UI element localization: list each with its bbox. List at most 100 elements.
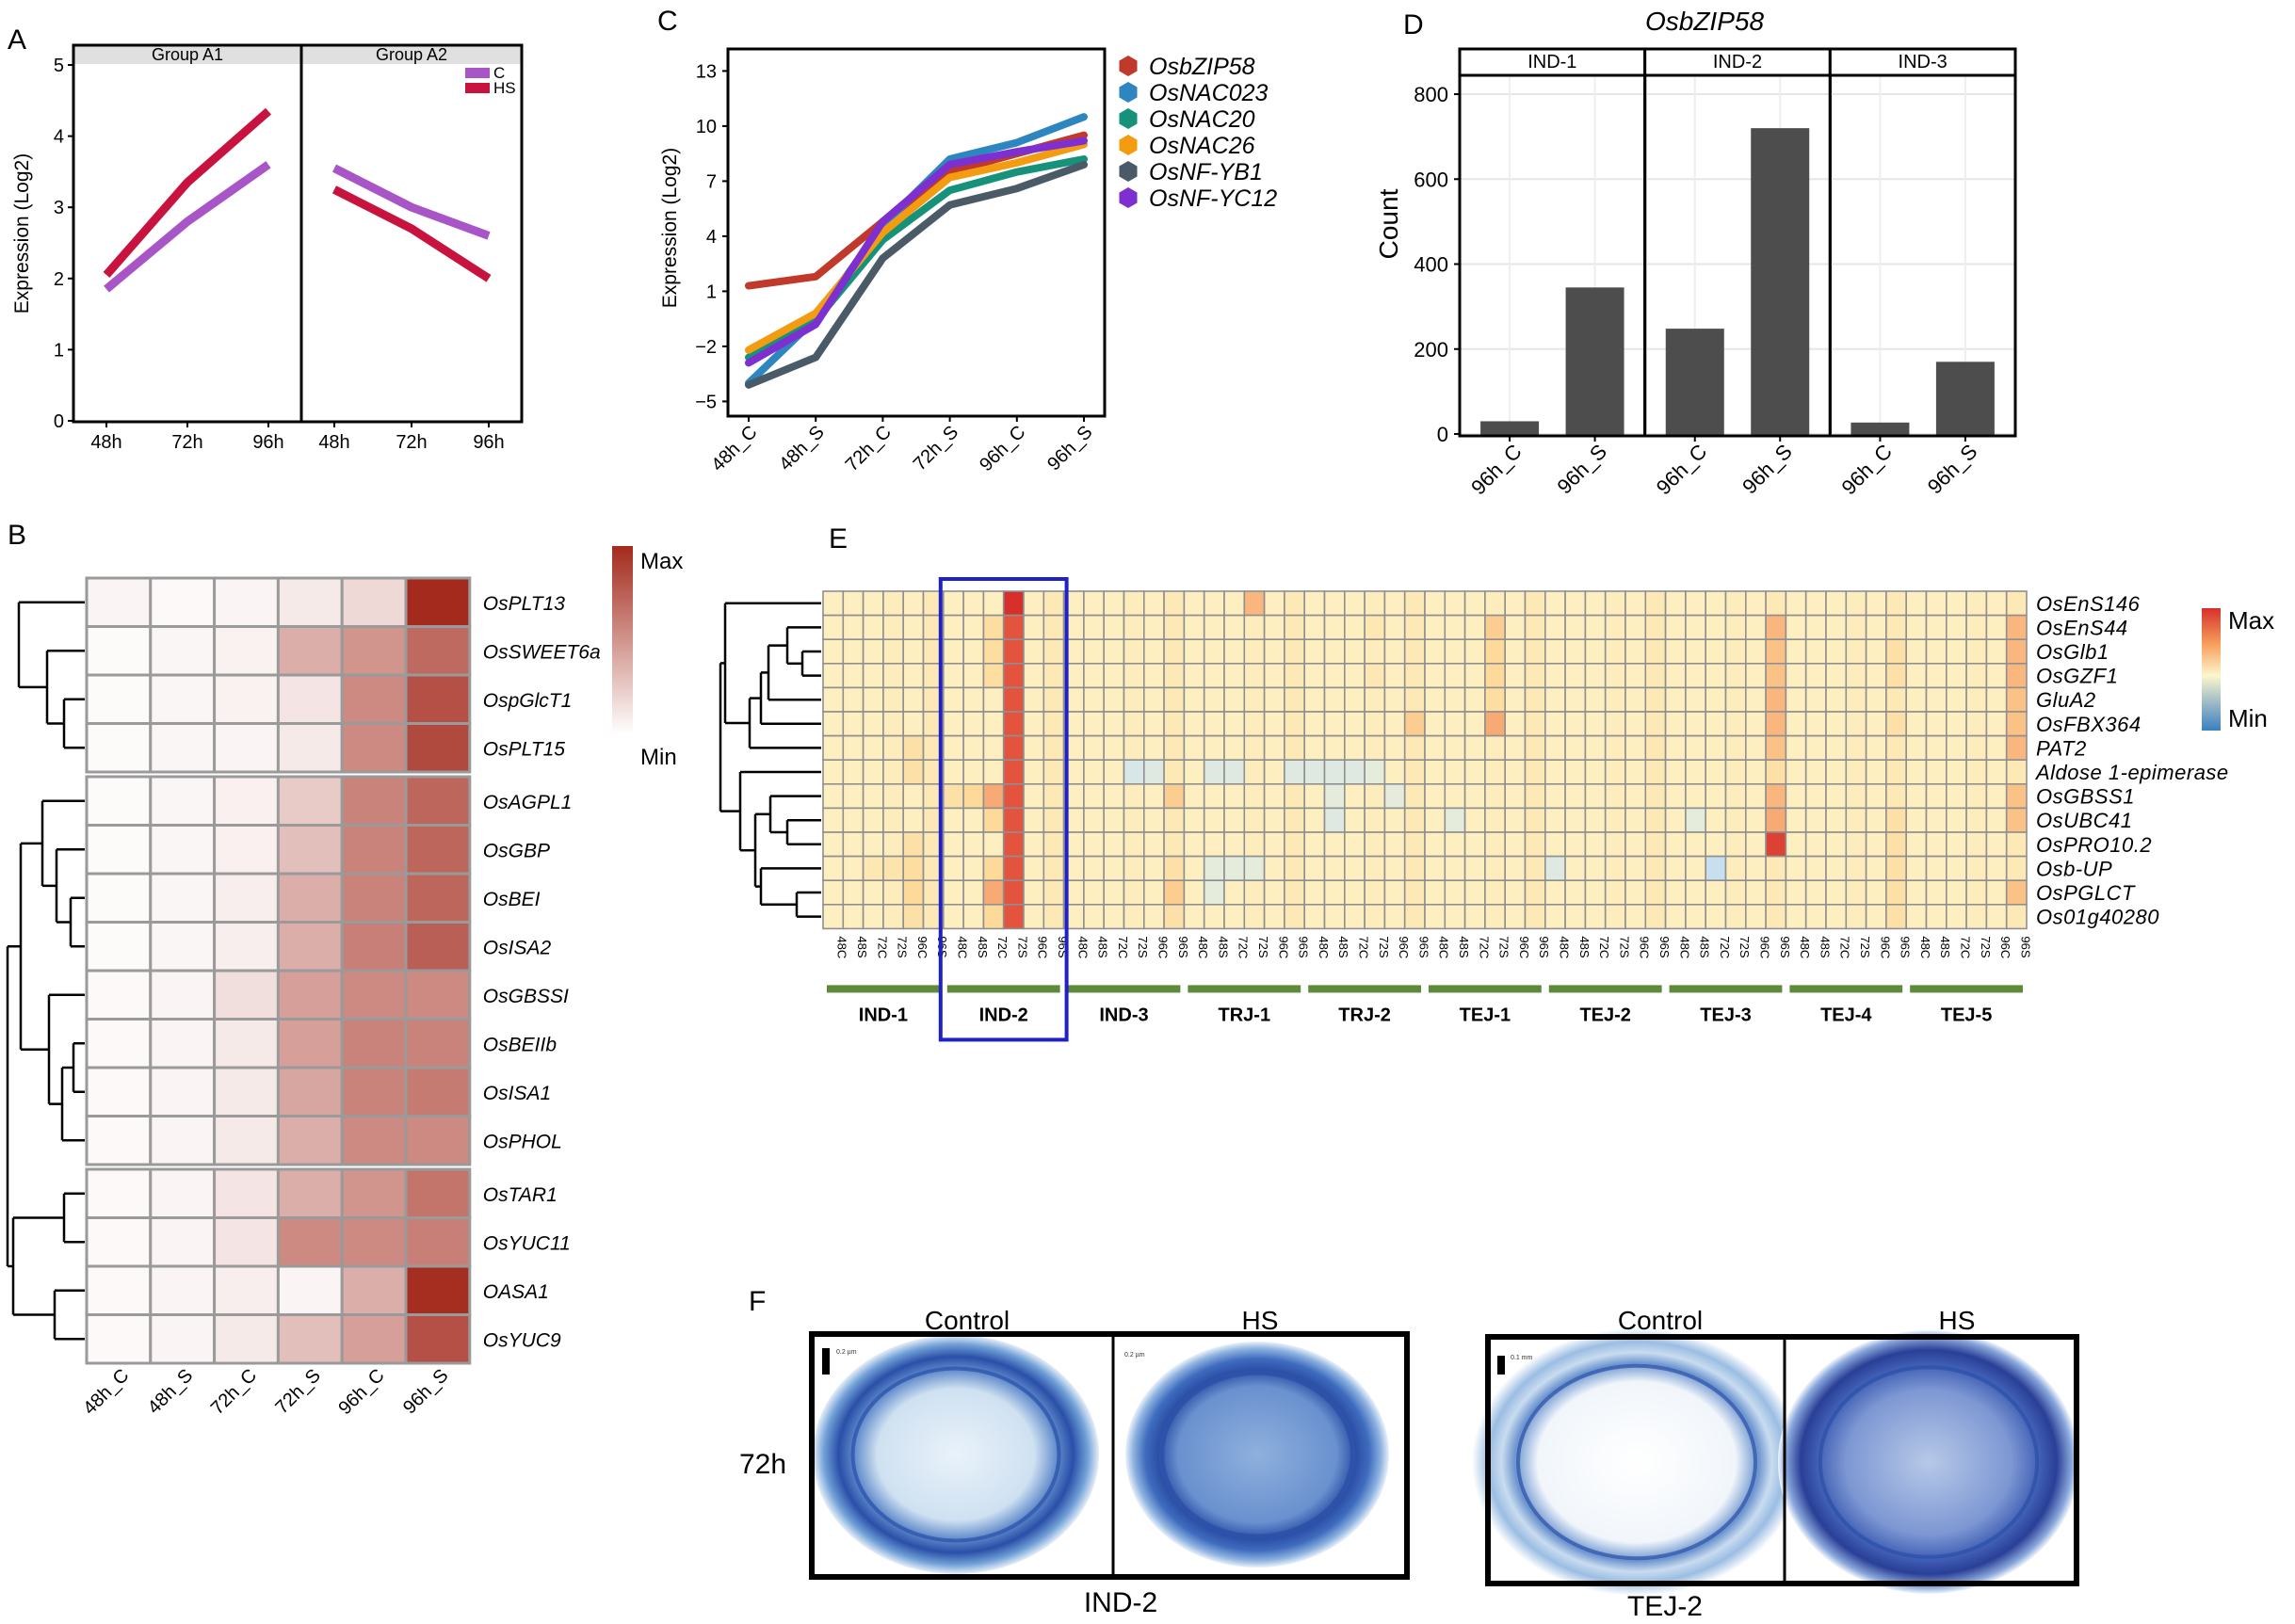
row-label: OsEnS44 xyxy=(2036,616,2128,639)
variety-bar xyxy=(1910,985,2023,993)
heatmap-cell xyxy=(1183,831,1205,858)
heatmap-cell xyxy=(842,855,865,881)
heatmap-cell xyxy=(1724,734,1747,761)
heatmap-cell xyxy=(1323,782,1346,810)
heatmap-cell xyxy=(1925,807,1948,833)
heatmap-cell xyxy=(1745,759,1767,785)
heatmap-cell xyxy=(1303,831,1326,858)
y-tick-label: 5 xyxy=(54,56,64,76)
heatmap-cell xyxy=(1002,662,1025,689)
heatmap-cell xyxy=(1825,614,1848,640)
heatmap-cell xyxy=(149,969,217,1021)
heatmap-cell xyxy=(340,969,408,1021)
heatmap-cell xyxy=(1484,807,1507,833)
heatmap-cell xyxy=(962,759,985,785)
heatmap-cell xyxy=(1344,662,1366,689)
heatmap-cell xyxy=(1685,855,1707,881)
heatmap-cell xyxy=(1223,590,1246,617)
heatmap-cell xyxy=(822,662,845,689)
heatmap-cell xyxy=(1804,807,1827,833)
heatmap-cell xyxy=(1123,614,1145,640)
heatmap-cell xyxy=(1804,855,1827,881)
heatmap-cell xyxy=(213,625,280,677)
variety-label: IND-2 xyxy=(979,1005,1028,1025)
heatmap-cell xyxy=(1344,734,1366,761)
heatmap-cell xyxy=(2005,686,2028,713)
heatmap-cell xyxy=(1444,855,1466,881)
heatmap-cell xyxy=(1765,879,1787,906)
heatmap-cell xyxy=(1524,782,1546,810)
heatmap-cell xyxy=(982,759,1005,785)
heatmap-cell xyxy=(1965,855,1988,881)
heatmap-cell xyxy=(1123,686,1145,713)
heatmap-cell xyxy=(1303,662,1326,689)
heatmap-cell xyxy=(1143,831,1165,858)
heatmap-cell xyxy=(1284,759,1306,785)
heatmap-cell xyxy=(902,638,925,665)
heatmap-cell xyxy=(1243,831,1266,858)
heatmap-cell xyxy=(1303,782,1326,810)
heatmap-cell xyxy=(276,775,344,827)
heatmap-cell xyxy=(149,673,217,725)
heatmap-cell xyxy=(1504,807,1527,833)
heatmap-cell xyxy=(942,759,964,785)
heatmap-cell xyxy=(1083,782,1106,810)
heatmap-cell xyxy=(1865,711,1887,737)
heatmap-cell xyxy=(1504,638,1527,665)
column-label: 72C xyxy=(1597,936,1611,958)
heatmap-cell xyxy=(1403,879,1426,906)
heatmap-cell xyxy=(1424,807,1446,833)
heatmap-cell xyxy=(1103,855,1125,881)
heatmap-cell xyxy=(1765,638,1787,665)
heatmap-cell xyxy=(85,722,153,774)
panel-label-e: E xyxy=(829,523,848,555)
column-label: 96C xyxy=(1757,936,1771,958)
heatmap-cell xyxy=(1364,662,1386,689)
heatmap-cell xyxy=(862,782,884,810)
heatmap-cell xyxy=(1544,759,1566,785)
heatmap-cell xyxy=(1323,614,1346,640)
column-label: 48C xyxy=(1196,936,1210,958)
heatmap-cell xyxy=(1223,807,1246,833)
heatmap-cell xyxy=(276,1167,344,1219)
row-label: Osb-UP xyxy=(2036,857,2112,880)
column-label: 48C xyxy=(1437,936,1451,958)
heatmap-cell xyxy=(1103,807,1125,833)
heatmap-cell xyxy=(404,722,472,774)
heatmap-cell xyxy=(276,722,344,774)
heatmap-cell xyxy=(213,1066,280,1118)
y-tick-label: 1 xyxy=(54,340,64,361)
heatmap-cell xyxy=(2005,831,2028,858)
heatmap-cell xyxy=(1804,614,1827,640)
heatmap-cell xyxy=(1424,903,1446,930)
heatmap-cell xyxy=(1845,638,1867,665)
column-label: 48C xyxy=(1677,936,1691,958)
heatmap-cell xyxy=(1825,590,1848,617)
heatmap-cell xyxy=(1303,686,1326,713)
heatmap-cell xyxy=(85,1115,153,1166)
heatmap-cell xyxy=(2005,903,2028,930)
heatmap-cell xyxy=(1344,903,1366,930)
column-label: 48C xyxy=(1075,936,1090,958)
column-label: 72C xyxy=(1116,936,1130,958)
heatmap-cell xyxy=(1183,711,1205,737)
x-tick-label: 96h xyxy=(473,432,504,453)
highlight-box xyxy=(938,577,1069,1042)
y-tick-label: 4 xyxy=(54,127,64,148)
heatmap-cell xyxy=(149,775,217,827)
heatmap-cell xyxy=(1463,759,1486,785)
heatmap-cell xyxy=(1042,590,1065,617)
heatmap-cell xyxy=(1685,662,1707,689)
heatmap-cell xyxy=(902,734,925,761)
y-tick-label: 600 xyxy=(1414,168,1448,191)
heatmap-cell xyxy=(942,807,964,833)
heatmap-cell xyxy=(1745,590,1767,617)
heatmap-cell xyxy=(1624,638,1647,665)
heatmap-cell xyxy=(1985,879,2008,906)
heatmap-cell xyxy=(1724,711,1747,737)
heatmap-cell xyxy=(1143,711,1165,737)
heatmap-cell xyxy=(1383,638,1406,665)
heatmap-cell xyxy=(982,831,1005,858)
heatmap-cell xyxy=(882,807,905,833)
panel-label-b: B xyxy=(8,520,26,551)
